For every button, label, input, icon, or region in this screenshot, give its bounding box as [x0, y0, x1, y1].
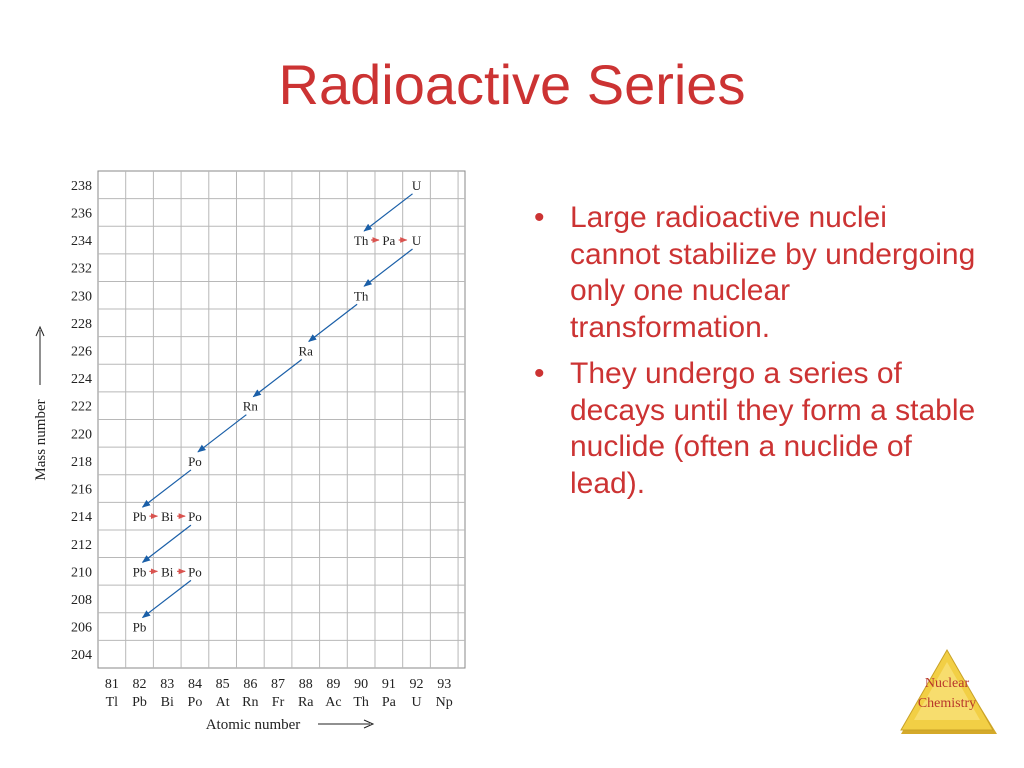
nuclide-label: Th — [354, 288, 369, 303]
x-tick-symbol: Bi — [161, 695, 174, 710]
bullet-item: • They undergo a series of decays until … — [532, 356, 982, 502]
badge-line-1: Nuclear — [925, 676, 970, 691]
y-tick-label: 218 — [71, 455, 92, 470]
x-tick-number: 87 — [271, 677, 285, 692]
y-tick-label: 238 — [71, 179, 92, 194]
x-tick-symbol: At — [216, 695, 230, 710]
badge-triangle — [900, 648, 994, 731]
x-tick-symbol: U — [411, 695, 421, 710]
x-tick-number: 81 — [105, 677, 119, 692]
nuclide-label: Po — [188, 509, 202, 524]
x-tick-symbol: Ra — [298, 695, 314, 710]
y-tick-label: 230 — [71, 289, 92, 304]
y-tick-label: 224 — [71, 372, 92, 387]
nuclide-label: Pa — [382, 233, 395, 248]
alpha-decay-arrow — [141, 579, 192, 619]
x-axis-title: Atomic number — [206, 717, 301, 733]
nuclide-labels: U Th Pa U Th Ra Rn Po Pb Bi Po Pb Bi Po Pb — [133, 178, 422, 635]
alpha-decay-arrow — [252, 358, 303, 398]
y-tick-label: 236 — [71, 206, 92, 221]
decay-series-diagram: 238 236 234 232 230 228 226 224 222 220 218 216 214 2… — [33, 170, 466, 733]
badge-triangle-shadow — [901, 654, 997, 734]
badge-line-2: Chemistry — [918, 696, 976, 711]
x-tick-symbol: Np — [436, 695, 453, 710]
x-tick-number: 85 — [216, 677, 230, 692]
x-tick-number: 82 — [133, 677, 147, 692]
bullet-list: • Large radioactive nuclei cannot stabil… — [532, 200, 982, 512]
y-axis-title-arrowhead — [35, 325, 45, 337]
nuclide-label: Pb — [133, 564, 147, 579]
nuclide-label: U — [412, 178, 422, 193]
nuclide-label: Rn — [243, 399, 259, 414]
slide-title: Radioactive Series — [278, 53, 746, 116]
alpha-decay-arrow — [141, 469, 192, 508]
alpha-decay-arrow — [363, 248, 413, 287]
nuclide-label: Pb — [133, 620, 147, 635]
x-axis-title-arrowhead — [363, 719, 375, 729]
y-tick-label: 216 — [71, 483, 92, 498]
nuclide-label: Bi — [161, 509, 174, 524]
y-tick-label: 204 — [71, 648, 92, 663]
nuclide-label: Pb — [133, 509, 147, 524]
y-tick-label: 208 — [71, 593, 92, 608]
nuclide-label: Th — [354, 233, 369, 248]
decay-arrows — [141, 193, 413, 619]
bullet-text: Large radioactive nuclei cannot stabiliz… — [570, 201, 976, 344]
x-tick-number: 83 — [160, 677, 174, 692]
x-tick-symbol: Th — [353, 695, 369, 710]
y-tick-labels: 238 236 234 232 230 228 226 224 222 220 218 216 214 2… — [71, 179, 92, 663]
nuclide-label: Ra — [299, 343, 314, 358]
alpha-decay-arrow — [141, 524, 192, 563]
x-tick-number: 92 — [410, 677, 424, 692]
x-tick-number: 90 — [354, 677, 368, 692]
y-axis-title: Mass number — [33, 399, 49, 480]
x-tick-symbol: Tl — [106, 695, 119, 710]
alpha-decay-arrow — [197, 414, 247, 453]
x-tick-symbol: Ac — [325, 695, 341, 710]
bullet-item: • Large radioactive nuclei cannot stabil… — [532, 200, 982, 346]
bullet-marker: • — [534, 201, 545, 234]
nuclide-label: Po — [188, 564, 202, 579]
nuclide-label: Po — [188, 454, 202, 469]
y-tick-label: 212 — [71, 538, 92, 553]
x-tick-number: 89 — [326, 677, 340, 692]
nuclide-label: U — [412, 233, 422, 248]
x-tick-symbol: Pb — [132, 695, 147, 710]
y-tick-label: 232 — [71, 262, 92, 277]
y-tick-label: 220 — [71, 427, 92, 442]
y-tick-label: 228 — [71, 317, 92, 332]
x-tick-labels: 81 Tl 82 Pb 83 Bi 84 Po 85 At 86 Rn 87 Fr 88 Ra 89 Ac 90 Th… — [105, 677, 453, 710]
alpha-decay-arrow — [308, 303, 358, 342]
x-tick-number: 91 — [382, 677, 396, 692]
x-tick-number: 88 — [299, 677, 313, 692]
x-tick-symbol: Po — [188, 695, 203, 710]
y-tick-label: 214 — [71, 510, 92, 525]
y-tick-label: 226 — [71, 344, 92, 359]
y-tick-label: 222 — [71, 400, 92, 415]
x-tick-number: 86 — [243, 677, 257, 692]
x-tick-symbol: Rn — [242, 695, 258, 710]
nuclide-label: Bi — [161, 564, 174, 579]
x-tick-symbol: Fr — [272, 695, 285, 710]
y-tick-label: 206 — [71, 621, 92, 636]
chart-grid — [97, 170, 466, 669]
bullet-marker: • — [534, 357, 545, 390]
y-tick-label: 234 — [71, 234, 92, 249]
bullet-text: They undergo a series of decays until th… — [570, 357, 976, 500]
x-tick-symbol: Pa — [382, 695, 397, 710]
alpha-decay-arrow — [363, 193, 413, 232]
badge-triangle-highlight — [914, 662, 980, 720]
y-tick-label: 210 — [71, 565, 92, 580]
x-tick-number: 84 — [188, 677, 202, 692]
x-tick-number: 93 — [437, 677, 451, 692]
